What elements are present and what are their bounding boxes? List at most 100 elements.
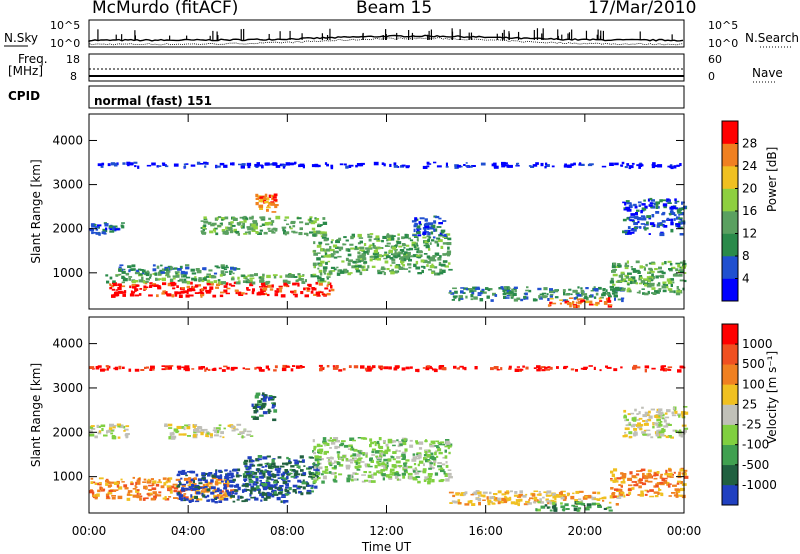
power-cell-0 xyxy=(212,294,217,298)
power-cell-0 xyxy=(190,281,193,285)
velocity-cell-2 xyxy=(272,473,277,478)
velocity-cell-6 xyxy=(396,439,399,442)
velocity-cell-6 xyxy=(426,454,432,458)
velocity-cell-0 xyxy=(206,483,209,486)
power-cell-2 xyxy=(179,265,183,269)
velocity-cell-8 xyxy=(580,502,584,506)
power-cell-6 xyxy=(376,257,381,261)
power-cell-9 xyxy=(559,299,563,301)
power-cell-0 xyxy=(230,284,236,287)
power-cell-1 xyxy=(249,279,253,282)
power-cell-4 xyxy=(224,233,228,235)
velocity-cell-7 xyxy=(516,495,522,498)
power-cell-10 xyxy=(640,280,646,283)
power-cell-1 xyxy=(261,277,265,281)
power-cell-6 xyxy=(359,246,365,250)
power-cell-11 xyxy=(633,222,638,226)
velocity-cell-6 xyxy=(371,454,376,456)
velocity-cell-4 xyxy=(168,427,173,429)
velocity-cell-6 xyxy=(314,455,319,459)
velocity-cell-0 xyxy=(196,489,200,492)
power-cell-11 xyxy=(655,205,659,209)
power-cell-4 xyxy=(203,216,207,219)
velocity-cell-6 xyxy=(354,457,358,460)
power-cell-6 xyxy=(401,236,405,240)
velocity-cell-11 xyxy=(161,368,167,371)
power-cell-6 xyxy=(316,244,322,248)
power-cell-11 xyxy=(626,217,630,220)
velocity-cell-2 xyxy=(294,470,299,474)
velocity-cell-6 xyxy=(354,473,359,475)
power-cell-12 xyxy=(289,162,294,166)
power-cell-10 xyxy=(617,263,621,265)
velocity-cell-7 xyxy=(578,490,584,493)
velocity-cell-0 xyxy=(126,493,131,496)
power-cell-12 xyxy=(185,163,189,165)
velocity-cell-6 xyxy=(415,440,418,443)
velocity-cell-10 xyxy=(675,429,678,433)
velocity-cell-0 xyxy=(183,493,187,495)
velocity-cell-1 xyxy=(274,468,278,471)
velocity-cell-11 xyxy=(260,369,265,372)
power-colorbar-band xyxy=(722,278,738,302)
velocity-cell-7 xyxy=(525,500,530,503)
power-cell-0 xyxy=(264,292,268,295)
power-cell-1 xyxy=(259,279,264,283)
velocity-cell-1 xyxy=(176,485,181,488)
velocity-cell-6 xyxy=(353,478,358,481)
velocity-cell-1 xyxy=(247,498,251,501)
power-cell-0 xyxy=(259,286,264,288)
velocity-cell-9 xyxy=(628,491,632,495)
velocity-cell-11 xyxy=(541,366,546,369)
velocity-cell-6 xyxy=(326,457,331,459)
velocity-cell-2 xyxy=(242,473,246,476)
power-cell-4 xyxy=(289,225,292,229)
power-cell-6 xyxy=(431,257,435,261)
velocity-cell-10 xyxy=(660,413,665,417)
power-cell-8 xyxy=(513,286,518,289)
power-cell-11 xyxy=(651,214,655,218)
velocity-cell-6 xyxy=(395,449,398,452)
power-cell-6 xyxy=(390,271,395,275)
velocity-cell-1 xyxy=(281,473,285,477)
power-cell-1 xyxy=(272,274,278,276)
power-cell-4 xyxy=(229,230,234,234)
velocity-cell-0 xyxy=(143,478,147,481)
velocity-cell-1 xyxy=(218,469,222,473)
velocity-cell-6 xyxy=(378,470,382,473)
velocity-cell-9 xyxy=(678,471,681,476)
power-cell-9 xyxy=(603,302,608,305)
power-cell-8 xyxy=(621,298,624,303)
velocity-cell-1 xyxy=(198,482,203,485)
power-cell-11 xyxy=(659,199,663,203)
velocity-cell-10 xyxy=(648,410,651,414)
power-cell-1 xyxy=(149,276,152,279)
power-cell-1 xyxy=(145,281,149,283)
power-cell-11 xyxy=(675,223,681,226)
power-cell-6 xyxy=(373,249,378,254)
velocity-cell-0 xyxy=(91,481,96,484)
power-cell-8 xyxy=(472,290,477,292)
velocity-cell-11 xyxy=(620,366,623,369)
power-cell-6 xyxy=(406,244,410,247)
power-cell-10 xyxy=(681,266,686,269)
velocity-cell-11 xyxy=(338,369,343,372)
power-cell-12 xyxy=(126,161,131,166)
velocity-cell-11 xyxy=(563,365,569,368)
velocity-cell-6 xyxy=(447,472,452,476)
power-cell-11 xyxy=(629,219,635,222)
power-cell-12 xyxy=(673,165,677,169)
velocity-cell-6 xyxy=(447,469,452,471)
velocity-cell-8 xyxy=(537,501,541,504)
power-cell-6 xyxy=(369,258,373,262)
power-cell-3 xyxy=(91,225,96,228)
power-cell-5 xyxy=(259,207,263,210)
power-cell-5 xyxy=(271,197,275,201)
velocity-cell-6 xyxy=(405,471,408,474)
velocity-cell-7 xyxy=(510,501,516,505)
velocity-cell-0 xyxy=(96,493,100,497)
velocity-cell-2 xyxy=(246,471,250,475)
power-cell-1 xyxy=(209,281,214,284)
velocity-cell-9 xyxy=(614,488,619,491)
power-cell-5 xyxy=(267,204,270,207)
